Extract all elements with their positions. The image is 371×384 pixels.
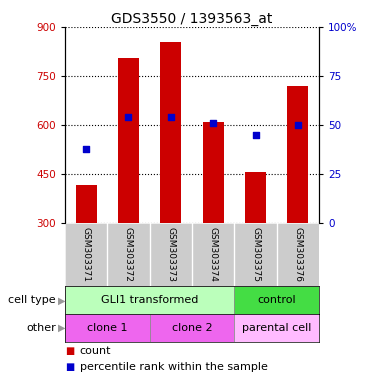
Bar xyxy=(118,58,139,223)
Bar xyxy=(234,286,319,314)
Text: clone 2: clone 2 xyxy=(172,323,212,333)
Bar xyxy=(287,86,308,223)
Text: clone 1: clone 1 xyxy=(87,323,128,333)
Bar xyxy=(160,41,181,223)
Text: GSM303375: GSM303375 xyxy=(251,227,260,282)
Text: GSM303373: GSM303373 xyxy=(166,227,175,282)
Point xyxy=(210,120,216,126)
Text: ▶: ▶ xyxy=(58,323,65,333)
Bar xyxy=(65,314,150,342)
Text: parental cell: parental cell xyxy=(242,323,311,333)
Text: cell type: cell type xyxy=(8,295,56,305)
Bar xyxy=(76,185,97,223)
Bar xyxy=(245,172,266,223)
Text: count: count xyxy=(80,346,111,356)
Text: ■: ■ xyxy=(65,346,74,356)
Text: GSM303374: GSM303374 xyxy=(209,227,218,282)
Point xyxy=(83,146,89,152)
Text: ■: ■ xyxy=(65,362,74,372)
Text: GSM303371: GSM303371 xyxy=(82,227,91,282)
Text: GLI1 transformed: GLI1 transformed xyxy=(101,295,198,305)
Point xyxy=(253,132,259,138)
Bar xyxy=(203,122,224,223)
Text: GSM303372: GSM303372 xyxy=(124,227,133,282)
Title: GDS3550 / 1393563_at: GDS3550 / 1393563_at xyxy=(111,12,273,26)
Text: GSM303376: GSM303376 xyxy=(293,227,302,282)
Bar xyxy=(65,286,234,314)
Text: control: control xyxy=(257,295,296,305)
Bar xyxy=(234,314,319,342)
Point xyxy=(295,122,301,128)
Point xyxy=(168,114,174,120)
Text: ▶: ▶ xyxy=(58,295,65,305)
Text: percentile rank within the sample: percentile rank within the sample xyxy=(80,362,267,372)
Text: other: other xyxy=(26,323,56,333)
Bar xyxy=(150,314,234,342)
Point xyxy=(125,114,131,120)
